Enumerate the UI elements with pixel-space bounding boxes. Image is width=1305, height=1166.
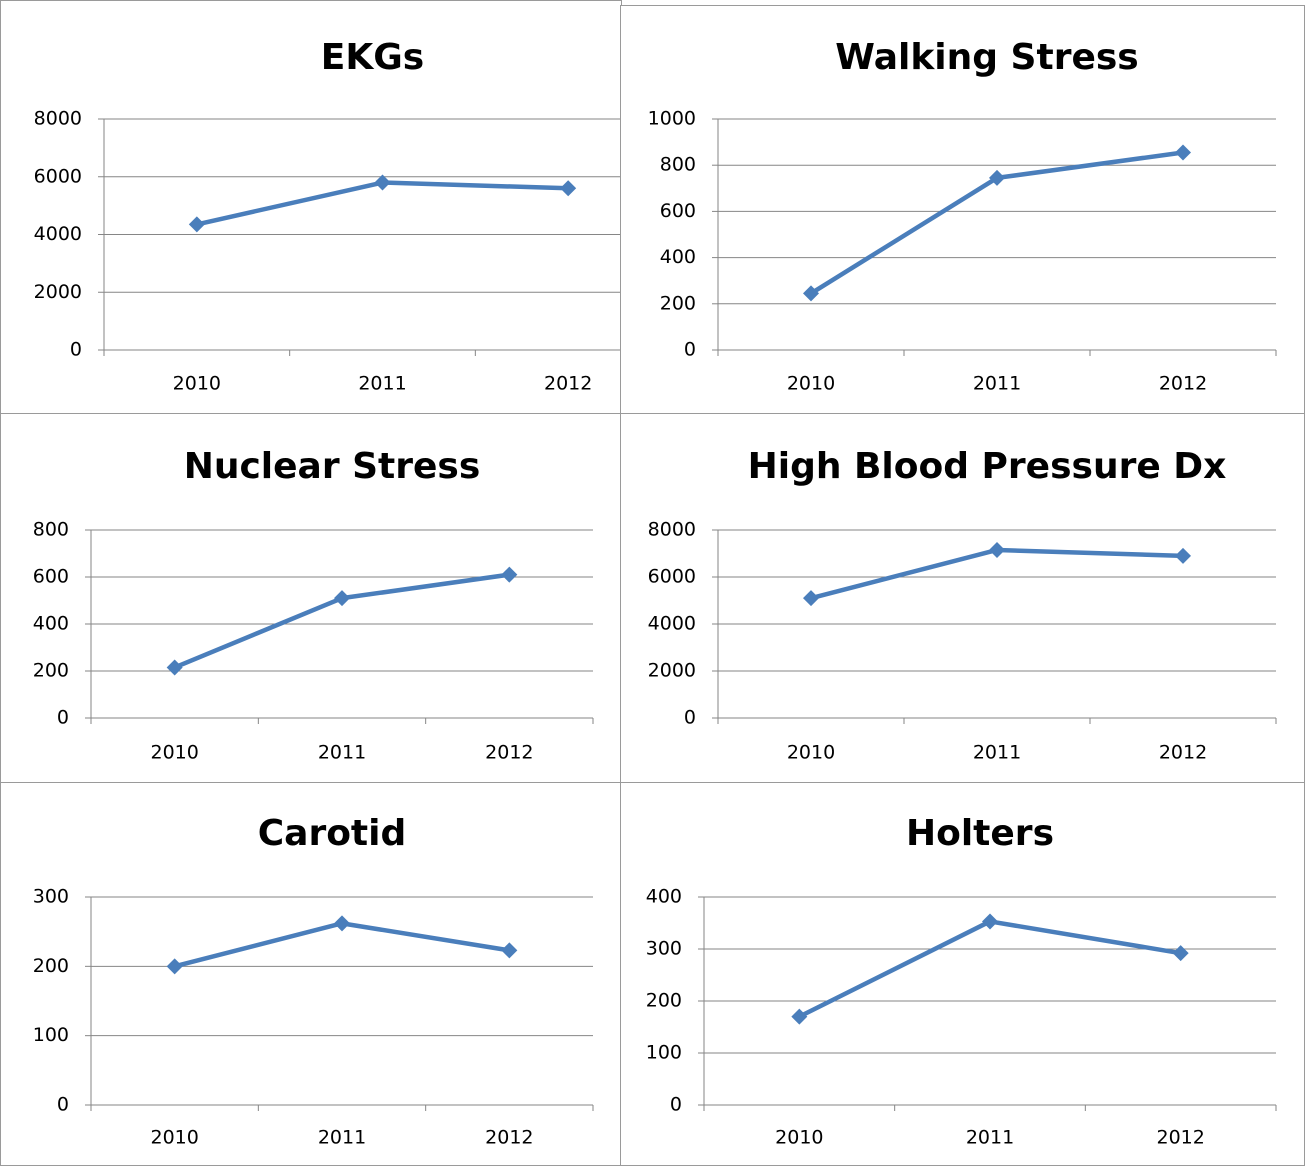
x-tick-label: 2012 <box>1159 373 1207 395</box>
chart: High Blood Pressure Dx 0 2000 4000 6000 8000 2… <box>648 446 1277 764</box>
data-point <box>501 942 518 959</box>
x-tick-label: 2012 <box>485 742 533 764</box>
chart-panel: EKGs 0 2000 4000 6000 8000 2010 2011 2012 <box>0 0 622 415</box>
data-point <box>334 915 350 932</box>
x-tick-label: 2011 <box>318 742 366 764</box>
y-tick-label: 4000 <box>648 613 696 635</box>
data-point <box>501 566 518 583</box>
y-tick-label: 300 <box>33 886 69 908</box>
x-tick-label: 2011 <box>318 1127 366 1149</box>
y-tick-label: 100 <box>646 1042 682 1064</box>
data-point <box>989 169 1005 186</box>
x-tick-label: 2012 <box>1159 742 1207 764</box>
y-tick-label: 400 <box>646 886 682 908</box>
x-tick-label: 2010 <box>775 1127 823 1149</box>
chart: Walking Stress 0 200 400 600 800 1000 2010 2011 2… <box>648 37 1277 395</box>
chart: EKGs 0 2000 4000 6000 8000 2010 2011 2012 <box>34 37 621 395</box>
y-tick-label: 600 <box>660 200 696 222</box>
x-tick-label: 2012 <box>485 1127 533 1149</box>
y-tick-label: 6000 <box>648 566 696 588</box>
data-point <box>1175 144 1191 161</box>
chart-panel: Nuclear Stress 0 200 400 600 800 2010 2011 2012 <box>0 413 622 784</box>
chart-title: Carotid <box>258 813 407 854</box>
chart-title: High Blood Pressure Dx <box>748 446 1227 487</box>
y-tick-label: 0 <box>684 707 696 729</box>
chart: Holters 0 100 200 300 400 2010 2011 2012 <box>646 813 1277 1149</box>
data-point <box>560 180 577 197</box>
y-tick-label: 0 <box>57 1094 69 1116</box>
x-tick-label: 2010 <box>787 373 835 395</box>
x-tick-label: 2012 <box>1156 1127 1204 1149</box>
chart-title: EKGs <box>321 37 424 78</box>
y-tick-label: 1000 <box>648 108 696 130</box>
y-tick-label: 8000 <box>648 519 696 541</box>
data-point <box>1175 547 1191 564</box>
chart-panel: Carotid 0 100 200 300 2010 2011 2012 <box>0 782 622 1166</box>
y-tick-label: 200 <box>660 292 696 314</box>
x-tick-label: 2011 <box>358 373 406 395</box>
y-tick-label: 200 <box>646 990 682 1012</box>
chart: Nuclear Stress 0 200 400 600 800 2010 2011 2012 <box>33 446 594 764</box>
chart: Carotid 0 100 200 300 2010 2011 2012 <box>33 813 594 1149</box>
chart-title: Nuclear Stress <box>184 446 481 487</box>
y-tick-label: 100 <box>33 1024 69 1046</box>
data-point <box>334 590 350 607</box>
data-point <box>791 1008 808 1025</box>
data-point <box>803 285 819 302</box>
x-tick-label: 2010 <box>173 373 221 395</box>
y-tick-label: 2000 <box>648 660 696 682</box>
y-tick-label: 600 <box>33 566 69 588</box>
data-point <box>188 216 205 233</box>
y-tick-label: 800 <box>33 519 69 541</box>
y-tick-label: 0 <box>670 1094 682 1116</box>
y-tick-label: 0 <box>57 707 69 729</box>
x-tick-label: 2011 <box>973 373 1021 395</box>
y-tick-label: 400 <box>660 246 696 268</box>
data-point <box>982 913 998 930</box>
y-tick-label: 200 <box>33 955 69 977</box>
data-point <box>803 590 819 607</box>
y-tick-label: 2000 <box>34 281 82 303</box>
y-tick-label: 800 <box>660 154 696 176</box>
data-point <box>989 541 1005 558</box>
chart-panel: Walking Stress 0 200 400 600 800 1000 2010 2011 2… <box>620 5 1305 415</box>
y-tick-label: 200 <box>33 660 69 682</box>
y-tick-label: 6000 <box>34 165 82 187</box>
series-line <box>173 572 510 670</box>
data-point <box>166 659 183 676</box>
y-tick-label: 400 <box>33 613 69 635</box>
chart-title: Walking Stress <box>835 37 1138 78</box>
y-tick-label: 8000 <box>34 108 82 130</box>
x-tick-label: 2010 <box>150 742 198 764</box>
x-tick-label: 2011 <box>973 742 1021 764</box>
data-point <box>1172 945 1189 962</box>
chart-title: Holters <box>906 813 1054 854</box>
x-tick-label: 2010 <box>150 1127 198 1149</box>
data-point <box>166 958 183 975</box>
x-tick-label: 2012 <box>544 373 592 395</box>
y-tick-label: 0 <box>70 339 82 361</box>
data-point <box>374 174 391 191</box>
x-tick-label: 2010 <box>787 742 835 764</box>
y-tick-label: 300 <box>646 938 682 960</box>
y-tick-label: 4000 <box>34 223 82 245</box>
chart-panel: Holters 0 100 200 300 400 2010 2011 2012 <box>620 782 1305 1166</box>
series-line <box>798 919 1182 1019</box>
x-tick-label: 2011 <box>966 1127 1014 1149</box>
y-tick-label: 0 <box>684 339 696 361</box>
chart-panel: High Blood Pressure Dx 0 2000 4000 6000 8000 2… <box>620 413 1305 784</box>
